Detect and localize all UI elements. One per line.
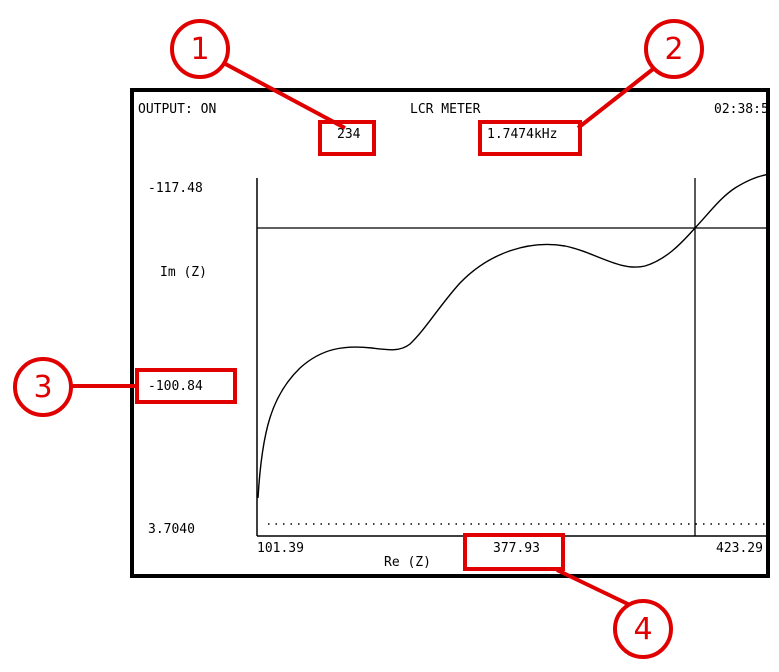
callout-4: 4 xyxy=(613,599,673,659)
output-status: OUTPUT: ON xyxy=(138,102,217,117)
y-cursor-value: -100.84 xyxy=(148,379,203,394)
callout-2-leader xyxy=(576,60,664,130)
lcr-meter-screen: OUTPUT: ON LCR METER 02:38:58 234 1.7474… xyxy=(130,88,770,578)
x-axis-label: Re (Z) xyxy=(384,555,431,570)
frequency-highlight xyxy=(478,120,582,156)
x-cursor-value: 377.93 xyxy=(493,541,540,556)
callout-1-leader xyxy=(217,58,346,130)
x-cursor-highlight xyxy=(463,533,565,571)
clock: 02:38:58 xyxy=(714,102,769,117)
mode-title: LCR METER xyxy=(410,102,481,117)
frequency-value: 1.7474kHz xyxy=(487,127,558,142)
callout-1: 1 xyxy=(170,19,230,79)
callout-2: 2 xyxy=(644,19,704,79)
y-axis-min: 3.7040 xyxy=(148,522,195,537)
x-axis-min: 101.39 xyxy=(257,541,304,556)
callout-3: 3 xyxy=(13,357,73,417)
y-cursor-highlight xyxy=(135,368,237,404)
y-axis-label: Im (Z) xyxy=(160,265,207,280)
y-axis-max: -117.48 xyxy=(148,181,203,196)
impedance-trace xyxy=(257,173,771,499)
callout-4-leader xyxy=(556,568,633,608)
point-index-value: 234 xyxy=(337,127,361,142)
point-index-highlight xyxy=(318,120,376,156)
x-axis-max: 423.29 xyxy=(716,541,763,556)
